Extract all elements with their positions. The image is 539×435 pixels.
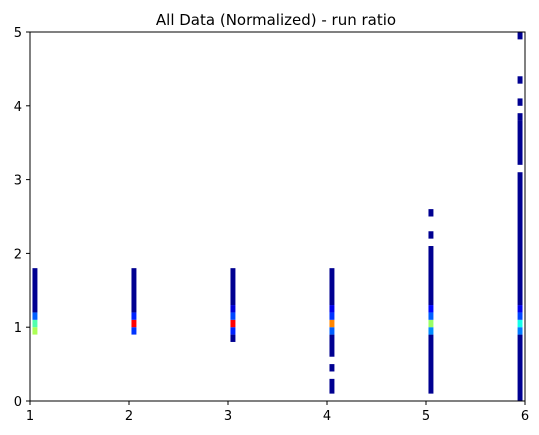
heatmap-cell — [517, 98, 523, 106]
plot-area-frame — [29, 31, 526, 402]
heatmap-cell — [329, 268, 335, 306]
x-tick-label: 5 — [422, 409, 430, 424]
heatmap-cell — [230, 312, 236, 320]
heatmap-cell — [230, 334, 236, 342]
heatmap-cell — [517, 319, 523, 328]
heatmap-cell — [329, 334, 335, 357]
y-tick-label: 1 — [14, 321, 22, 336]
x-tick-label: 1 — [26, 409, 34, 424]
heatmap-cell — [230, 268, 236, 306]
heatmap-cell — [230, 327, 236, 335]
x-axis: 1 2 3 4 5 6 — [26, 401, 529, 424]
y-tick-label: 3 — [14, 174, 22, 189]
heatmap-cell — [428, 305, 434, 313]
x-tick-label: 6 — [521, 409, 529, 424]
heatmap-cell — [32, 312, 38, 320]
heatmap-cell — [32, 327, 38, 335]
heatmap-cell — [428, 246, 434, 306]
heatmap-cell — [517, 305, 523, 313]
heatmap-cell — [517, 76, 523, 84]
heatmap-cell — [32, 268, 38, 313]
heatmap-cell — [329, 327, 335, 335]
x-tick-label: 2 — [125, 409, 133, 424]
x-tick-label: 3 — [224, 409, 232, 424]
heatmap-cell — [329, 319, 335, 328]
heatmap-cell — [428, 231, 434, 239]
heatmap-cell — [517, 172, 523, 306]
heatmap-cell — [230, 305, 236, 313]
heatmap-cell — [428, 327, 434, 335]
chart-title: All Data (Normalized) - run ratio — [156, 11, 396, 29]
heatmap-cells — [32, 32, 523, 401]
heatmap-cell — [131, 268, 137, 313]
heatmap-cell — [517, 327, 523, 335]
heatmap-cell — [131, 319, 137, 328]
heatmap-cell — [428, 319, 434, 328]
heatmap-cell — [517, 334, 523, 401]
y-tick-label: 4 — [14, 100, 22, 115]
y-tick-label: 2 — [14, 247, 22, 262]
heatmap-cell — [428, 209, 434, 217]
heatmap-cell — [131, 327, 137, 335]
heatmap-cell — [230, 319, 236, 328]
heatmap-cell — [329, 305, 335, 313]
heatmap-cell — [329, 312, 335, 320]
heatmap-cell — [428, 312, 434, 320]
y-tick-label: 5 — [14, 26, 22, 41]
y-axis: 0 1 2 3 4 5 — [14, 26, 30, 410]
heatmap-cell — [131, 312, 137, 320]
heatmap-cell — [32, 319, 38, 328]
heatmap-cell — [428, 334, 434, 394]
heatmap-cell — [517, 113, 523, 121]
heatmap-cell — [517, 120, 523, 165]
heatmap-cell — [329, 364, 335, 372]
heatmap-cell — [517, 32, 523, 40]
y-tick-label: 0 — [14, 395, 22, 410]
x-tick-label: 4 — [323, 409, 331, 424]
heatmap-cell — [329, 378, 335, 394]
heatmap-cell — [517, 312, 523, 320]
